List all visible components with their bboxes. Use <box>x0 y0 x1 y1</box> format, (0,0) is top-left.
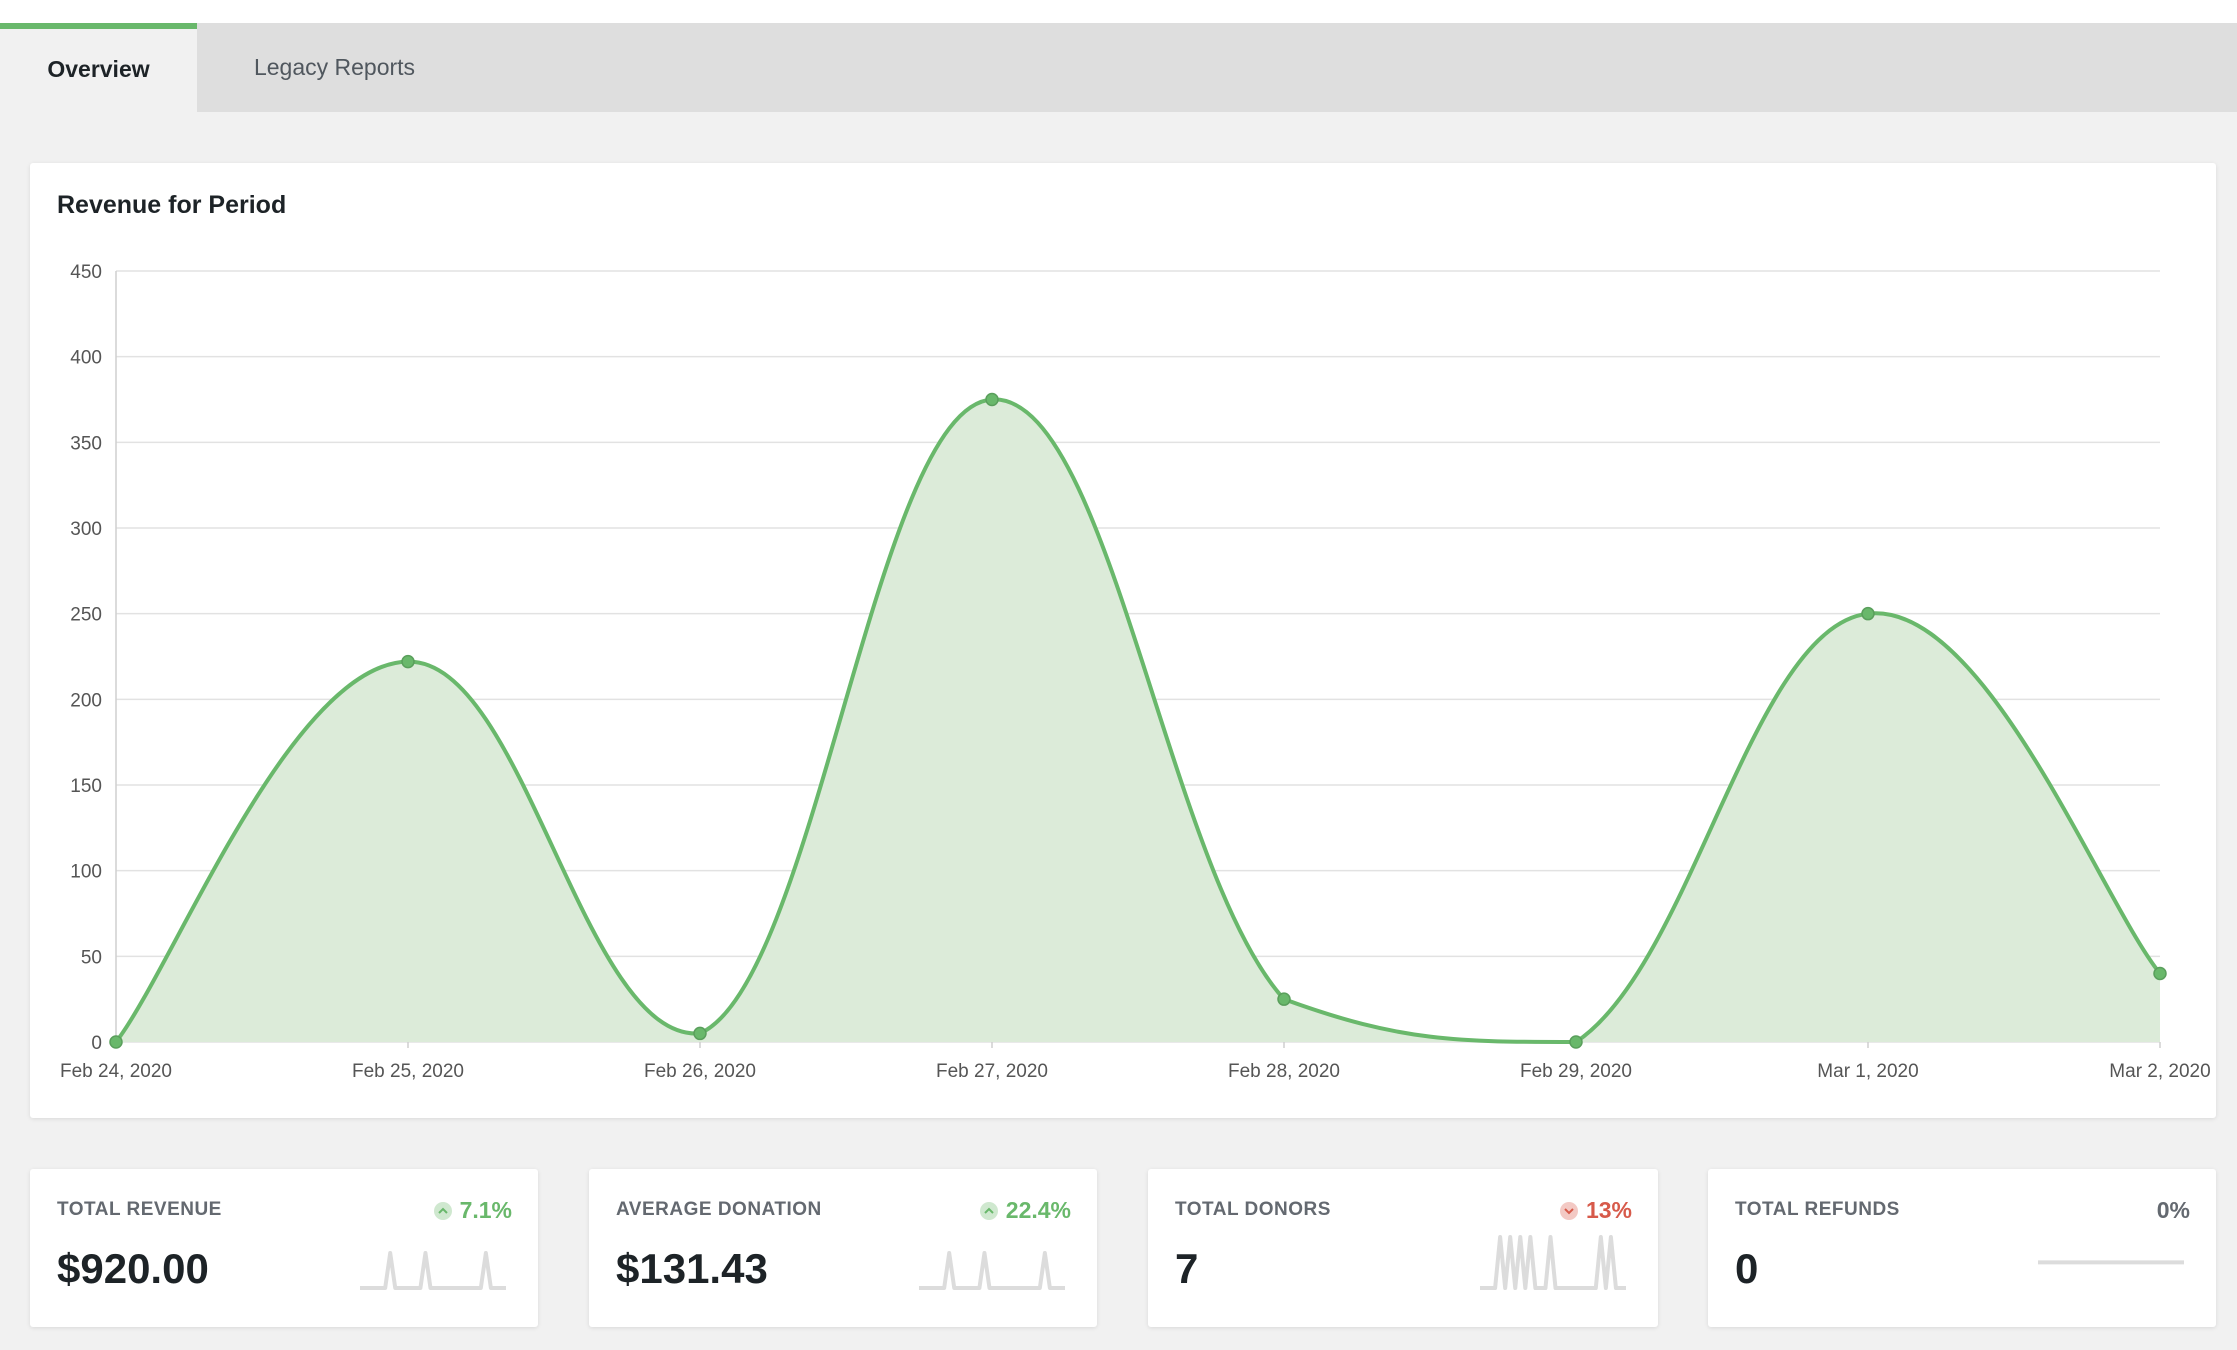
x-tick-label: Mar 2, 2020 <box>2109 1061 2210 1082</box>
chevron-up-icon <box>433 1201 452 1220</box>
stat-card-total-donors: TOTAL DONORS 7 13% <box>1148 1169 1658 1327</box>
sparkline <box>2038 1260 2184 1265</box>
tab-bar: Overview Legacy Reports <box>0 23 2237 112</box>
x-tick-label: Feb 24, 2020 <box>60 1061 172 1082</box>
x-tick-label: Feb 25, 2020 <box>352 1061 464 1082</box>
stat-card-average-donation: AVERAGE DONATION $131.43 22.4% <box>589 1169 1097 1327</box>
data-point[interactable] <box>1861 606 1875 621</box>
sparkline <box>1480 1235 1626 1290</box>
stat-value: 7 <box>1175 1245 1199 1292</box>
x-tick-label: Feb 27, 2020 <box>936 1061 1048 1082</box>
stat-trend-value: 0% <box>2156 1197 2190 1223</box>
y-tick-label: 50 <box>81 947 102 968</box>
data-point[interactable] <box>1277 992 1291 1006</box>
top-strip <box>0 0 2237 23</box>
stat-value: $920.00 <box>57 1245 209 1292</box>
revenue-chart-card: Revenue for Period 0 50 100 150 200 250 300 350… <box>30 163 2216 1118</box>
chevron-down-icon <box>1559 1201 1578 1220</box>
stat-label: TOTAL REVENUE <box>57 1199 222 1220</box>
stat-card-total-revenue: TOTAL REVENUE $920.00 7.1% <box>30 1169 538 1327</box>
stat-trend-value: 22.4% <box>1005 1197 1071 1223</box>
x-tick-label: Mar 1, 2020 <box>1817 1061 1918 1082</box>
stat-label: TOTAL REFUNDS <box>1735 1199 1900 1220</box>
revenue-area <box>116 399 2160 1042</box>
stat-trend: 22.4% <box>979 1197 1071 1224</box>
y-tick-label: 300 <box>70 519 102 540</box>
y-tick-label: 200 <box>70 690 102 711</box>
stat-value: $131.43 <box>616 1245 768 1292</box>
chart-title: Revenue for Period <box>57 191 287 219</box>
stat-trend-value: 13% <box>1585 1197 1632 1223</box>
stat-trend-value: 7.1% <box>459 1197 512 1223</box>
stat-label: TOTAL DONORS <box>1175 1199 1331 1220</box>
y-tick-label: 100 <box>70 862 102 883</box>
data-point[interactable] <box>1569 1035 1583 1049</box>
data-point[interactable] <box>2153 966 2167 981</box>
revenue-line <box>114 397 2162 1045</box>
x-tick-label: Feb 29, 2020 <box>1520 1061 1632 1082</box>
y-tick-label: 450 <box>70 262 102 283</box>
x-tick-label: Feb 26, 2020 <box>644 1061 756 1082</box>
data-point[interactable] <box>109 1035 123 1049</box>
stat-value: 0 <box>1735 1245 1759 1292</box>
stat-card-total-refunds: TOTAL REFUNDS 0 0% <box>1708 1169 2216 1327</box>
stat-trend: 0% <box>2157 1197 2190 1224</box>
x-tick-label: Feb 28, 2020 <box>1228 1061 1340 1082</box>
sparkline-path <box>1480 1235 1626 1290</box>
stat-trend: 13% <box>1559 1197 1632 1224</box>
sparkline <box>360 1251 506 1290</box>
y-tick-label: 250 <box>70 605 102 626</box>
data-point[interactable] <box>401 654 415 669</box>
y-tick-label: 150 <box>70 776 102 797</box>
stat-trend: 7.1% <box>433 1197 512 1224</box>
data-point[interactable] <box>985 392 999 407</box>
tab-legacy-reports[interactable]: Legacy Reports <box>253 54 416 80</box>
sparkline <box>919 1251 1065 1290</box>
data-point[interactable] <box>693 1026 707 1041</box>
sparkline-path <box>919 1251 1065 1290</box>
y-tick-label: 400 <box>70 348 102 369</box>
revenue-chart: 0 50 100 150 200 250 300 350 400 450 Feb 24, 2020… <box>60 262 2211 1082</box>
sparkline-path <box>360 1251 506 1290</box>
stat-label: AVERAGE DONATION <box>616 1199 822 1220</box>
tab-overview[interactable]: Overview <box>0 23 197 112</box>
chevron-up-icon <box>979 1201 998 1220</box>
y-tick-label: 0 <box>91 1033 102 1054</box>
y-tick-label: 350 <box>70 433 102 454</box>
